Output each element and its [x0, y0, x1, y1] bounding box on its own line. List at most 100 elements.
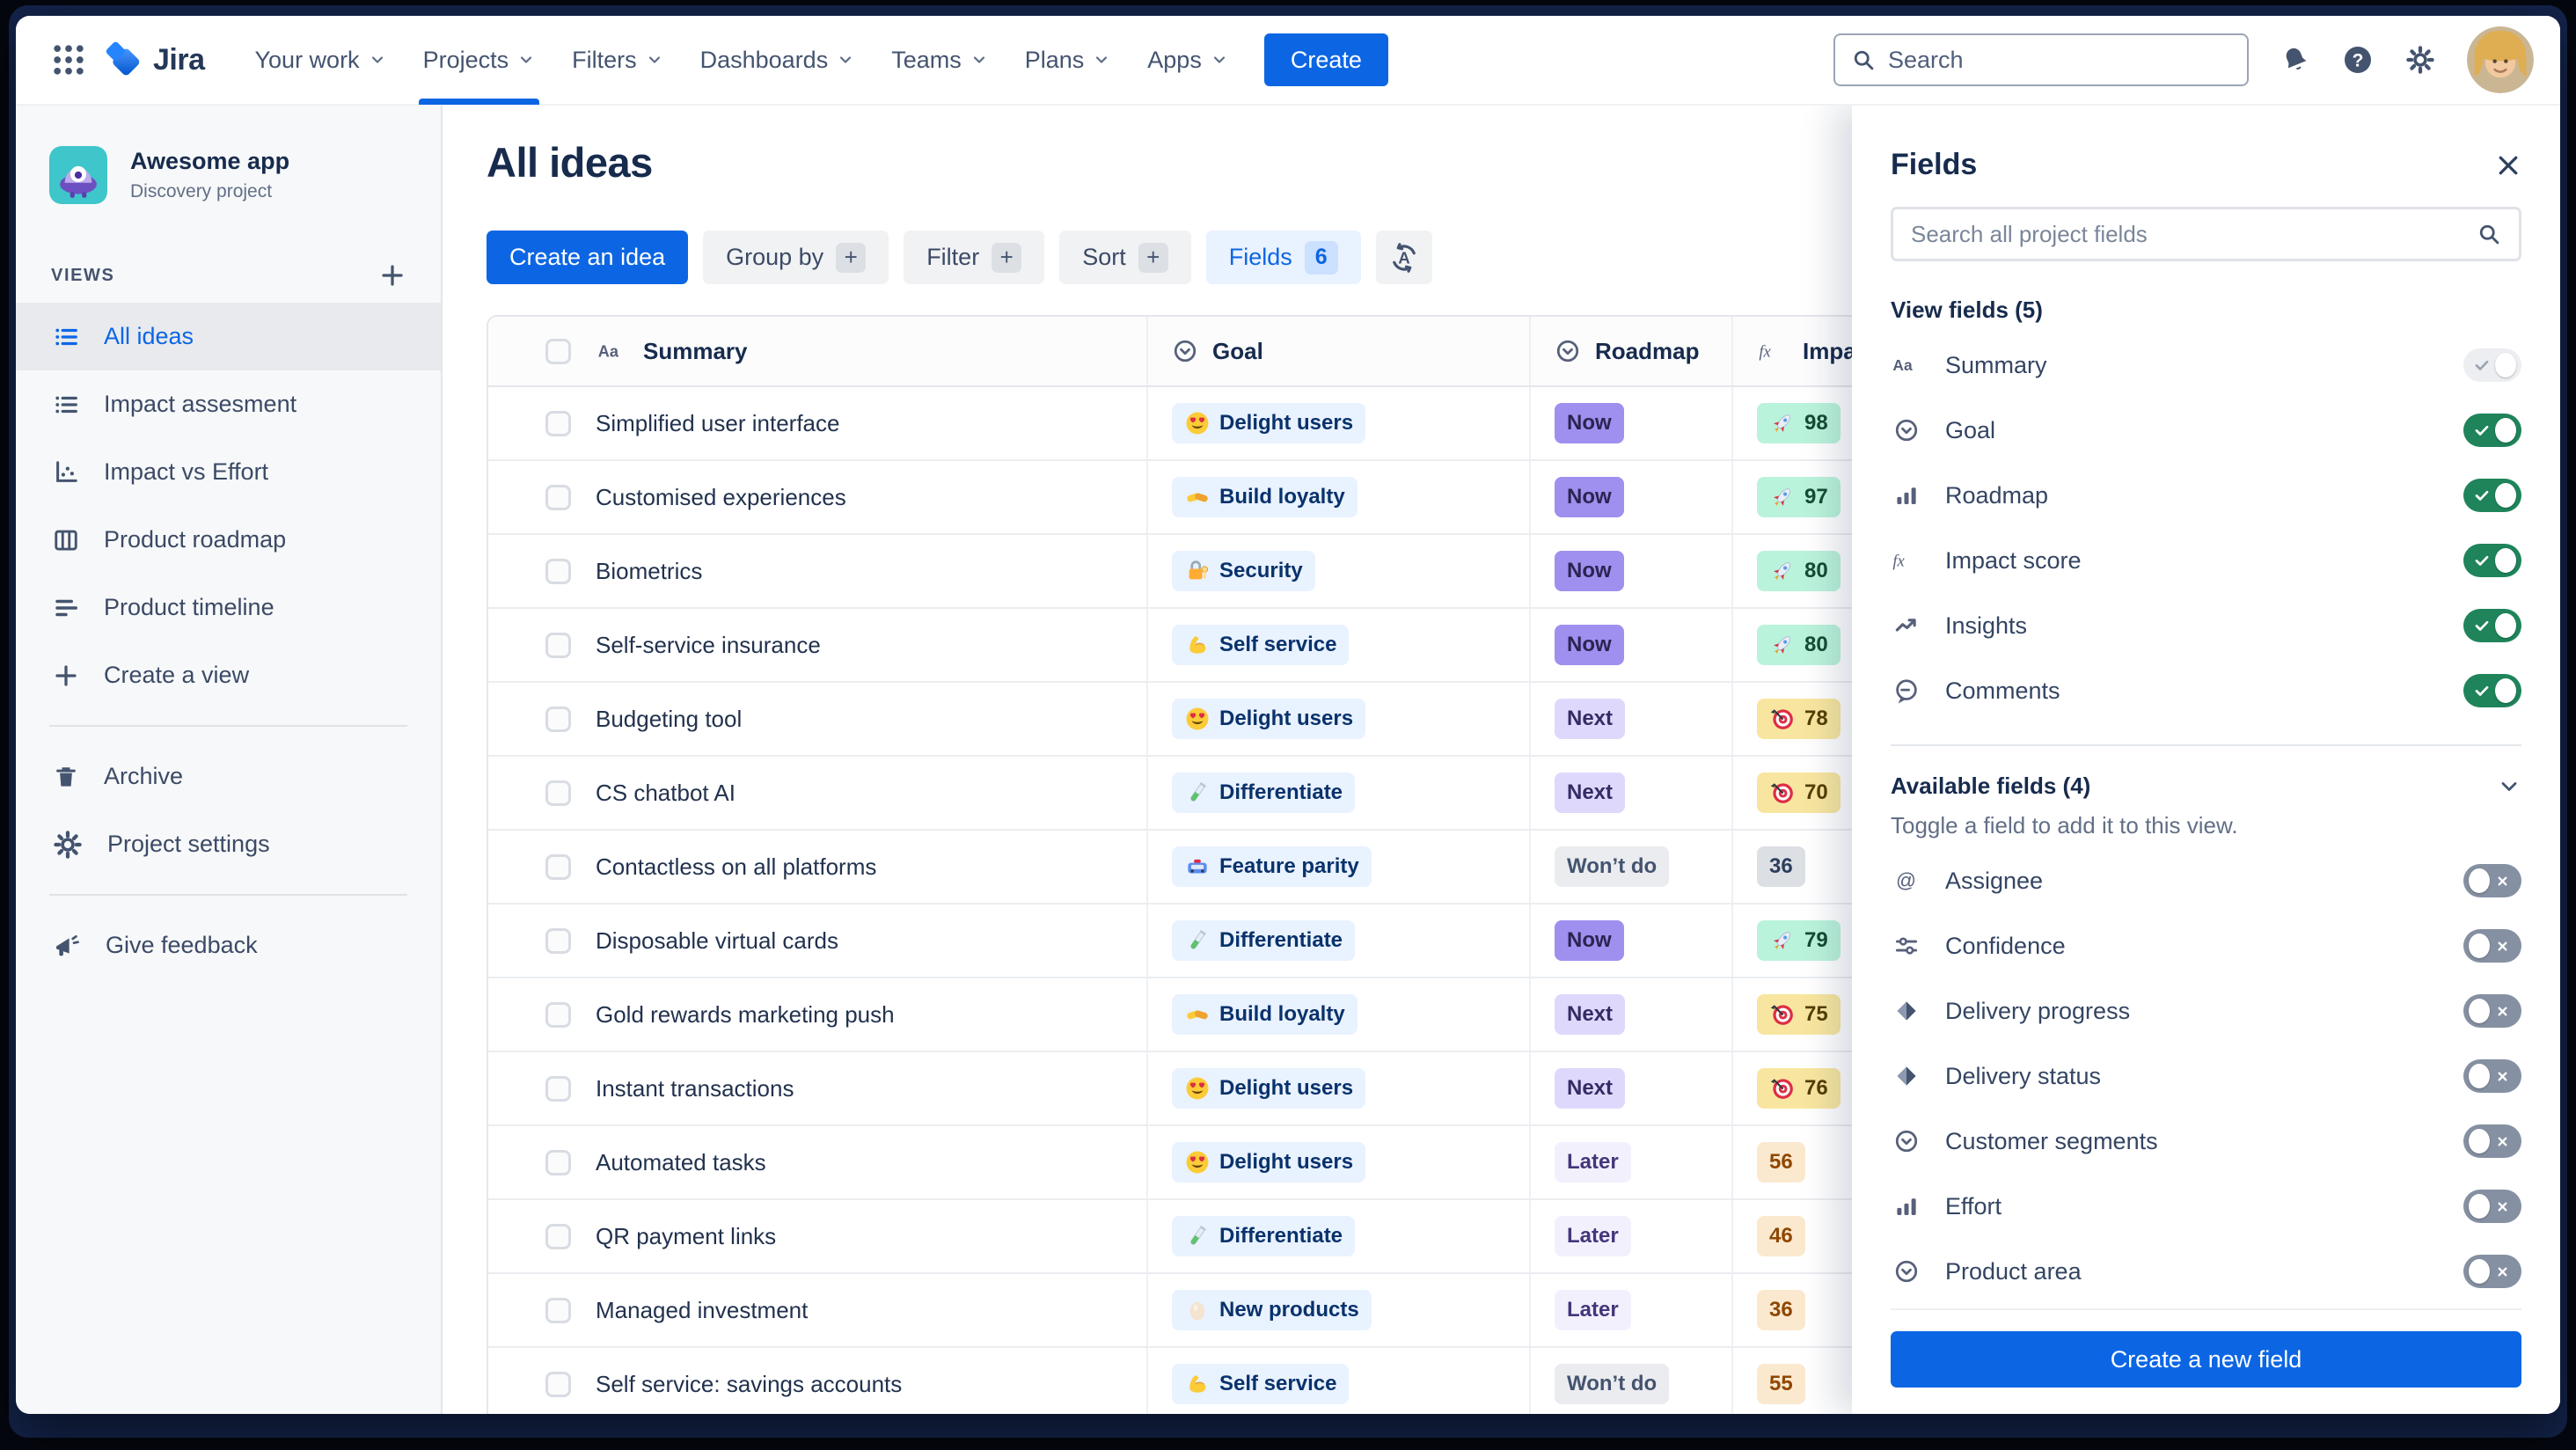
row-checkbox[interactable]: [545, 1371, 571, 1397]
add-view-plus-icon[interactable]: [379, 262, 406, 289]
toggle-comments[interactable]: [2463, 674, 2521, 707]
impact-score-pill[interactable]: 97: [1757, 477, 1841, 517]
toggle-product-area[interactable]: [2463, 1255, 2521, 1288]
impact-score-pill[interactable]: 46: [1757, 1216, 1805, 1256]
goal-pill[interactable]: Differentiate: [1172, 1216, 1356, 1256]
create-new-field-button[interactable]: Create a new field: [1891, 1331, 2521, 1388]
toggle-assignee[interactable]: [2463, 864, 2521, 897]
nav-item-teams[interactable]: Teams: [873, 16, 1006, 105]
impact-score-pill[interactable]: 56: [1757, 1142, 1805, 1183]
goal-pill[interactable]: Build loyalty: [1172, 477, 1358, 517]
roadmap-pill[interactable]: Now: [1555, 920, 1624, 961]
roadmap-pill[interactable]: Later: [1555, 1216, 1631, 1256]
table-row[interactable]: Instant transactions Delight users Next …: [488, 1052, 2560, 1126]
row-checkbox[interactable]: [545, 853, 571, 880]
row-checkbox[interactable]: [545, 1001, 571, 1028]
create-idea-button[interactable]: Create an idea: [487, 231, 689, 284]
toggle-effort[interactable]: [2463, 1190, 2521, 1223]
fields-search[interactable]: [1891, 207, 2521, 261]
row-checkbox[interactable]: [545, 1149, 571, 1175]
settings-gear-icon[interactable]: [2405, 45, 2435, 75]
table-row[interactable]: Budgeting tool Delight users Next 78: [488, 683, 2560, 757]
roadmap-pill[interactable]: Won’t do: [1555, 846, 1670, 887]
table-row[interactable]: Gold rewards marketing push Build loyalt…: [488, 978, 2560, 1052]
impact-score-pill[interactable]: 79: [1757, 920, 1841, 961]
project-header[interactable]: Awesome app Discovery project: [49, 146, 441, 204]
goal-pill[interactable]: Self service: [1172, 1364, 1350, 1404]
row-checkbox[interactable]: [545, 780, 571, 806]
impact-score-pill[interactable]: 75: [1757, 994, 1841, 1035]
sidebar-item-impact-assesment[interactable]: Impact assesment: [16, 370, 441, 438]
sidebar-item-create-a-view[interactable]: Create a view: [16, 641, 441, 709]
table-row[interactable]: Simplified user interface Delight users …: [488, 387, 2560, 461]
toggle-confidence[interactable]: [2463, 929, 2521, 963]
nav-item-filters[interactable]: Filters: [553, 16, 682, 105]
impact-score-pill[interactable]: 55: [1757, 1364, 1805, 1404]
sort-button[interactable]: Sort +: [1059, 231, 1191, 284]
roadmap-pill[interactable]: Now: [1555, 477, 1624, 517]
roadmap-pill[interactable]: Next: [1555, 994, 1626, 1035]
group-by-button[interactable]: Group by +: [703, 231, 889, 284]
toggle-impact-score[interactable]: [2463, 544, 2521, 577]
roadmap-pill[interactable]: Won’t do: [1555, 1364, 1670, 1404]
jira-logo[interactable]: Jira: [104, 40, 205, 80]
roadmap-pill[interactable]: Next: [1555, 699, 1626, 739]
sidebar-item-give-feedback[interactable]: Give feedback: [16, 912, 441, 979]
roadmap-pill[interactable]: Later: [1555, 1290, 1631, 1330]
toggle-insights[interactable]: [2463, 609, 2521, 642]
impact-score-pill[interactable]: 80: [1757, 551, 1841, 591]
table-row[interactable]: CS chatbot AI Differentiate Next 70: [488, 757, 2560, 831]
row-checkbox[interactable]: [545, 484, 571, 510]
roadmap-pill[interactable]: Now: [1555, 403, 1624, 443]
table-row[interactable]: Self-service insurance Self service Now …: [488, 609, 2560, 683]
toggle-customer-segments[interactable]: [2463, 1124, 2521, 1158]
impact-score-pill[interactable]: 76: [1757, 1068, 1841, 1109]
close-icon[interactable]: [2495, 152, 2521, 179]
goal-pill[interactable]: Delight users: [1172, 699, 1366, 739]
goal-pill[interactable]: Delight users: [1172, 403, 1366, 443]
impact-score-pill[interactable]: 36: [1757, 1290, 1805, 1330]
row-checkbox[interactable]: [545, 1297, 571, 1323]
goal-pill[interactable]: Build loyalty: [1172, 994, 1358, 1035]
toggle-summary[interactable]: [2463, 348, 2521, 382]
row-checkbox[interactable]: [545, 927, 571, 954]
sidebar-item-product-roadmap[interactable]: Product roadmap: [16, 506, 441, 574]
sidebar-item-project-settings[interactable]: Project settings: [16, 810, 441, 878]
goal-pill[interactable]: Security: [1172, 551, 1315, 591]
nav-item-your-work[interactable]: Your work: [237, 16, 405, 105]
table-row[interactable]: Automated tasks Delight users Later 56: [488, 1126, 2560, 1200]
row-checkbox[interactable]: [545, 1075, 571, 1102]
roadmap-pill[interactable]: Now: [1555, 625, 1624, 665]
goal-pill[interactable]: Feature parity: [1172, 846, 1372, 887]
row-checkbox[interactable]: [545, 1223, 571, 1249]
goal-pill[interactable]: Delight users: [1172, 1142, 1366, 1183]
table-row[interactable]: QR payment links Differentiate Later 46: [488, 1200, 2560, 1274]
fields-button[interactable]: Fields 6: [1205, 231, 1361, 284]
impact-score-pill[interactable]: 36: [1757, 846, 1805, 887]
roadmap-pill[interactable]: Next: [1555, 773, 1626, 813]
notifications-bell-icon[interactable]: [2280, 45, 2310, 75]
roadmap-pill[interactable]: Next: [1555, 1068, 1626, 1109]
table-row[interactable]: Customised experiences Build loyalty Now…: [488, 461, 2560, 535]
impact-score-pill[interactable]: 78: [1757, 699, 1841, 739]
toggle-goal[interactable]: [2463, 414, 2521, 447]
toggle-delivery-status[interactable]: [2463, 1059, 2521, 1093]
table-row[interactable]: Managed investment New products Later 36: [488, 1274, 2560, 1348]
nav-item-apps[interactable]: Apps: [1129, 16, 1247, 105]
create-button[interactable]: Create: [1263, 33, 1388, 86]
goal-pill[interactable]: New products: [1172, 1290, 1372, 1330]
goal-pill[interactable]: Delight users: [1172, 1068, 1366, 1109]
row-checkbox[interactable]: [545, 706, 571, 732]
row-checkbox[interactable]: [545, 632, 571, 658]
sidebar-item-impact-vs-effort[interactable]: Impact vs Effort: [16, 438, 441, 506]
filter-button[interactable]: Filter +: [904, 231, 1045, 284]
help-icon[interactable]: ?: [2342, 44, 2374, 76]
sidebar-item-all-ideas[interactable]: All ideas: [16, 303, 441, 370]
nav-item-projects[interactable]: Projects: [405, 16, 554, 105]
goal-pill[interactable]: Self service: [1172, 625, 1350, 665]
table-row[interactable]: Biometrics Security Now 80: [488, 535, 2560, 609]
impact-score-pill[interactable]: 80: [1757, 625, 1841, 665]
auto-sort-button[interactable]: A: [1375, 231, 1432, 284]
roadmap-pill[interactable]: Later: [1555, 1142, 1631, 1183]
nav-item-plans[interactable]: Plans: [1006, 16, 1130, 105]
